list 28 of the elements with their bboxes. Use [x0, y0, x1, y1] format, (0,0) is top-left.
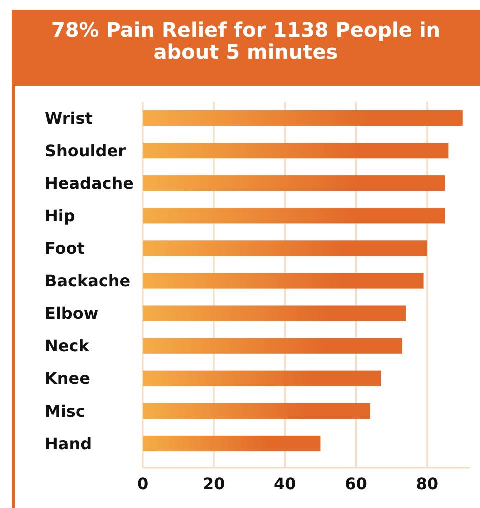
x-tick-label: 80: [416, 474, 438, 494]
y-tick-label: Shoulder: [45, 141, 126, 160]
x-tick-label: 0: [137, 474, 149, 494]
bar: [143, 143, 449, 159]
chart-title: 78% Pain Relief for 1138 People in about 5 minutes: [51, 18, 441, 64]
bar: [143, 403, 370, 419]
x-tick-label: 20: [202, 474, 226, 494]
bar: [143, 208, 446, 224]
y-tick-label: Wrist: [45, 108, 94, 128]
y-tick-label: Misc: [45, 402, 86, 421]
y-tick-label: Foot: [45, 239, 86, 258]
bar: [143, 273, 424, 289]
y-tick-label: Elbow: [45, 304, 99, 324]
y-tick-label: Hand: [45, 434, 92, 454]
y-tick-label: Knee: [45, 369, 91, 388]
bar: [143, 306, 406, 322]
y-tick-label: Backache: [45, 272, 131, 291]
bar: [143, 176, 446, 192]
x-tick-label: 40: [274, 474, 296, 494]
x-tick-label: 60: [345, 474, 368, 494]
y-tick-label: Neck: [45, 336, 90, 356]
bar: [143, 338, 402, 354]
bar: [143, 110, 463, 126]
bar: [143, 436, 321, 452]
bar: [143, 240, 428, 256]
y-tick-label: Hip: [45, 206, 76, 226]
bar: [143, 370, 382, 386]
y-tick-label: Headache: [45, 174, 134, 193]
